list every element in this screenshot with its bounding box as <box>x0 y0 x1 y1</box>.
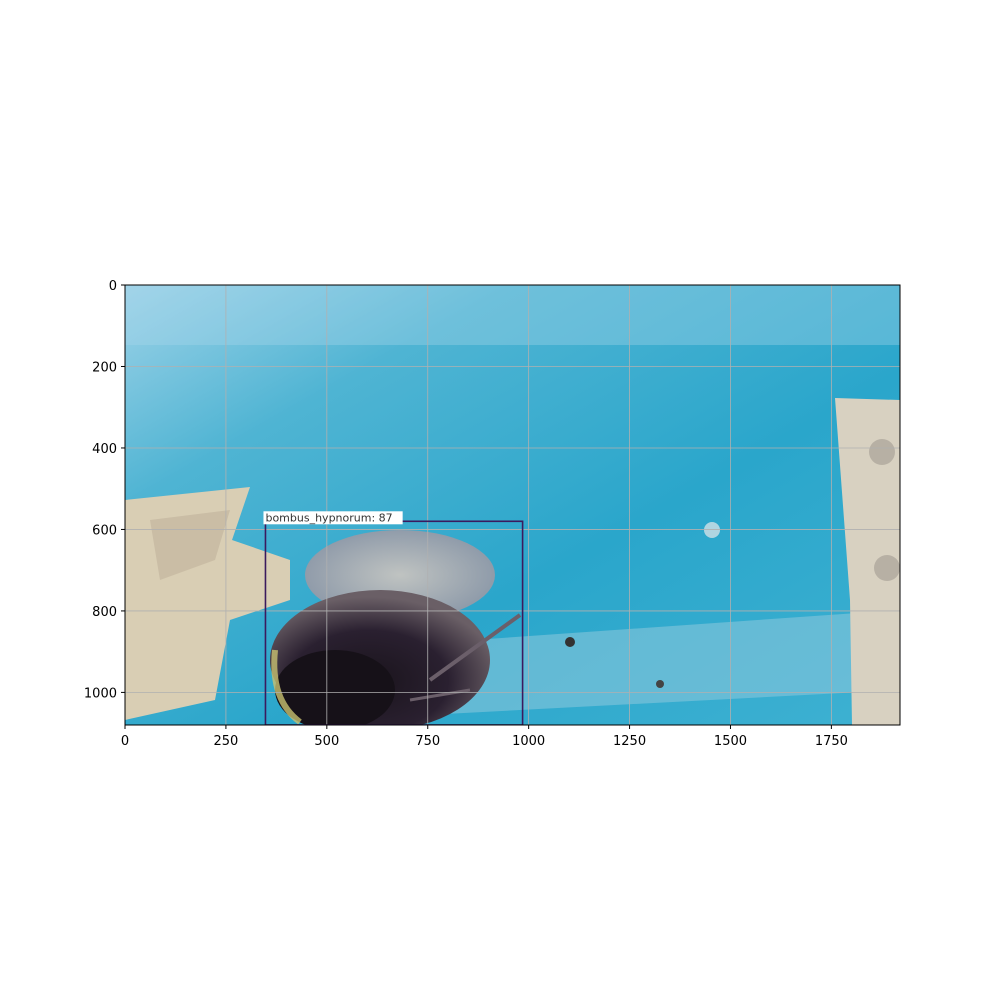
water-haze <box>125 285 900 345</box>
y-axis: 0 200 400 600 800 1000 <box>84 279 125 701</box>
debris-speck <box>704 522 720 538</box>
bee-leg <box>428 613 522 682</box>
grid <box>125 285 900 725</box>
x-tick-label: 1000 <box>512 734 545 749</box>
underwater-photo <box>125 285 900 725</box>
bee-leg-2 <box>409 688 471 702</box>
x-tick-label: 250 <box>213 734 238 749</box>
y-tick-label: 400 <box>92 442 117 457</box>
y-tick-label: 0 <box>109 279 117 294</box>
x-tick-label: 500 <box>314 734 339 749</box>
detections-layer: bombus_hypnorum: 87 <box>263 511 524 725</box>
bracket-screw-bottom <box>874 555 900 581</box>
debris-speck <box>565 637 575 647</box>
y-tick-label: 1000 <box>84 686 117 701</box>
y-tick-label: 800 <box>92 605 117 620</box>
left-object-shadow <box>150 510 230 580</box>
bracket-screw-top <box>869 439 895 465</box>
x-tick-label: 1500 <box>714 734 747 749</box>
bee-head <box>275 650 395 725</box>
x-tick-label: 1250 <box>613 734 646 749</box>
debris-speck <box>656 680 664 688</box>
right-bracket <box>835 398 900 725</box>
detection-label: bombus_hypnorum: 87 <box>265 511 392 524</box>
detection-label-bg <box>263 511 403 525</box>
axes-frame <box>124 284 901 726</box>
x-tick-label: 750 <box>415 734 440 749</box>
x-tick-label: 0 <box>121 734 129 749</box>
bee-stripe <box>271 649 302 725</box>
x-axis: 0 250 500 750 1000 1250 1500 1750 <box>121 725 848 749</box>
y-tick-label: 600 <box>92 523 117 538</box>
x-tick-label: 1750 <box>815 734 848 749</box>
y-tick-label: 200 <box>92 360 117 375</box>
